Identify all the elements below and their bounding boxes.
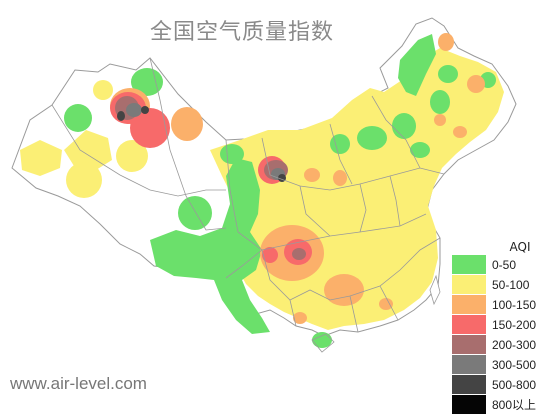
legend-swatch bbox=[452, 375, 486, 394]
region-xinjiang-aqi-50-100-a bbox=[20, 140, 62, 176]
region-xinjiang-aqi-50-100-e bbox=[93, 80, 113, 100]
legend-label: 50-100 bbox=[492, 277, 530, 292]
legend-swatch bbox=[452, 295, 486, 314]
region-aqi-0-50-j bbox=[410, 142, 430, 158]
region-xinjiang-aqi-50-100-b bbox=[64, 130, 112, 170]
region-aqi-100-150-i bbox=[293, 312, 307, 324]
region-southwest-aqi-0-50 bbox=[150, 158, 270, 334]
legend-swatch bbox=[452, 335, 486, 354]
region-aqi-200-300-c bbox=[292, 248, 306, 260]
legend-swatch bbox=[452, 315, 486, 334]
region-aqi-100-150-g bbox=[379, 298, 393, 310]
legend-item: 300-500 bbox=[452, 355, 552, 374]
legend-swatch bbox=[452, 395, 486, 414]
region-aqi-0-50-h bbox=[330, 134, 350, 154]
region-aqi-0-50-d bbox=[438, 65, 458, 83]
legend-swatch bbox=[452, 255, 486, 274]
region-aqi-0-50-g bbox=[357, 126, 387, 150]
region-aqi-100-150-c bbox=[467, 75, 485, 93]
region-aqi-300-500-a bbox=[126, 103, 142, 117]
region-aqi-100-150-e bbox=[453, 126, 467, 138]
legend-label: 100-150 bbox=[492, 297, 537, 312]
region-xinjiang-aqi-50-100-c bbox=[66, 162, 102, 198]
region-aqi-500-800-b bbox=[141, 106, 149, 114]
legend-label: 800以上 bbox=[492, 398, 537, 412]
region-aqi-500-800-a bbox=[117, 111, 125, 121]
legend-swatch bbox=[452, 355, 486, 374]
legend-label: 500-800 bbox=[492, 377, 537, 392]
legend-item: 500-800 bbox=[452, 375, 552, 394]
legend-item: 150-200 bbox=[452, 315, 552, 334]
legend-item: 50-100 bbox=[452, 275, 552, 294]
map-title: 全国空气质量指数 bbox=[150, 20, 335, 45]
hainan-outline bbox=[311, 333, 335, 353]
legend-label: 300-500 bbox=[492, 357, 537, 372]
region-aqi-0-50-k bbox=[220, 144, 244, 164]
region-hainan-aqi-0-50 bbox=[312, 332, 332, 348]
legend-label: 0-50 bbox=[492, 257, 517, 272]
region-aqi-100-150-h bbox=[304, 168, 320, 182]
aqi-regions bbox=[20, 33, 504, 348]
region-aqi-0-50-e bbox=[430, 90, 450, 114]
region-aqi-0-50-f bbox=[392, 113, 416, 139]
legend-swatch bbox=[452, 275, 486, 294]
region-aqi-100-150-f bbox=[333, 170, 347, 186]
legend-label: 150-200 bbox=[492, 317, 537, 332]
taiwan-outline bbox=[429, 274, 441, 306]
legend-item: 200-300 bbox=[452, 335, 552, 354]
region-aqi-0-50-b bbox=[64, 104, 92, 132]
region-aqi-0-50-c bbox=[178, 196, 212, 230]
region-aqi-150-200-d bbox=[262, 247, 278, 263]
legend-title: AQI bbox=[509, 240, 531, 254]
region-aqi-100-150-b bbox=[438, 33, 454, 51]
region-aqi-0-50-a bbox=[131, 68, 163, 96]
aqi-legend: AQI 0-50 50-100 100-150 150-200 200-300 … bbox=[452, 240, 552, 414]
legend-item: 800以上 bbox=[452, 395, 552, 414]
region-aqi-100-150-d bbox=[434, 114, 446, 126]
region-xinjiang-aqi-50-100-d bbox=[116, 140, 148, 172]
legend-label: 200-300 bbox=[492, 337, 537, 352]
region-aqi-100-150-a bbox=[324, 274, 364, 306]
watermark-url[interactable]: www.air-level.com bbox=[10, 374, 147, 393]
province-borders bbox=[51, 57, 445, 333]
china-aqi-map bbox=[11, 17, 517, 353]
region-northeast-aqi-0-50 bbox=[398, 34, 436, 96]
region-xinjiang-aqi-100-150-a bbox=[171, 107, 203, 141]
legend-item: 100-150 bbox=[452, 295, 552, 314]
legend-item: 0-50 bbox=[452, 255, 552, 274]
